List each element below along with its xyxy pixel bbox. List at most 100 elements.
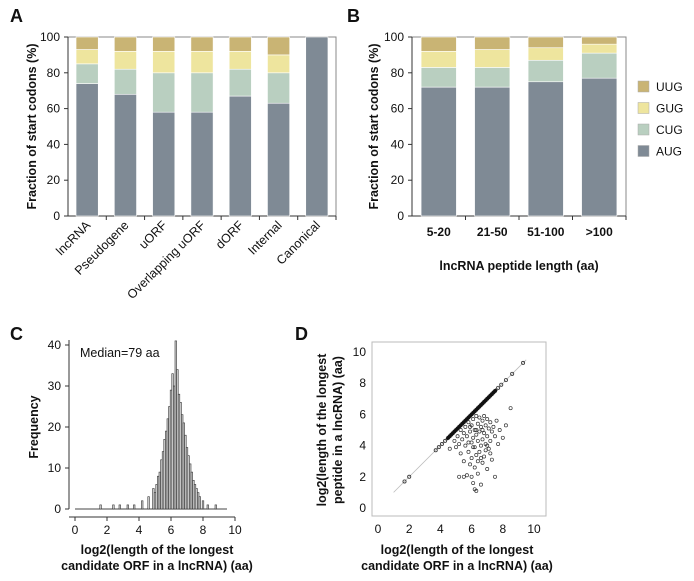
scatter-point: [474, 428, 479, 432]
bar-segment-uug: [152, 36, 176, 52]
legend-swatch-gug: [637, 102, 650, 114]
bar-segment-aug: [420, 86, 457, 217]
scatter-point: [479, 456, 483, 461]
legend-label: CUG: [656, 123, 683, 137]
legend-swatch-cug: [637, 123, 650, 136]
plot-frame: [371, 341, 547, 517]
x-tick-label: 0: [72, 523, 79, 537]
x-tick-label: 2: [104, 523, 111, 537]
scatter-point: [455, 434, 460, 439]
scatter-point: [485, 443, 490, 448]
bar-segment-gug: [114, 51, 137, 70]
scatter-point: [472, 487, 477, 492]
bar-segment-gug: [190, 51, 214, 74]
scatter-point: [489, 457, 494, 462]
y-tick-label: 60: [47, 102, 61, 116]
panel-label: C: [10, 324, 23, 344]
x-tick-label: 10: [228, 523, 242, 537]
dense-diagonal-band: [445, 388, 498, 441]
scatter-point: [452, 438, 457, 443]
scatter-point: [471, 435, 476, 440]
scatter-point: [486, 446, 491, 451]
y-tick-label: 80: [47, 66, 61, 80]
y-axis-label-line1: log2(length of the longest: [315, 353, 329, 507]
scatter-point: [477, 429, 482, 434]
x-tick-label: 8: [499, 522, 506, 536]
histogram-bin: [201, 500, 205, 510]
x-tick-label: 8: [200, 523, 207, 537]
bar-segment-aug: [267, 102, 290, 217]
scatter-point: [468, 424, 472, 429]
bar-segment-gug: [267, 54, 290, 74]
scatter-point: [471, 445, 476, 450]
y-tick-label: 20: [47, 173, 61, 187]
bar-segment-cug: [114, 68, 137, 95]
y-tick-label: 40: [47, 137, 61, 151]
scatter-point: [477, 415, 482, 420]
bar-segment-cug: [228, 68, 252, 97]
scatter-point: [480, 460, 485, 465]
bar-segment-aug: [75, 83, 99, 217]
x-axis-label: lncRNA peptide length (aa): [439, 259, 598, 273]
scatter-point: [510, 371, 515, 376]
bar-segment-uug: [527, 36, 564, 49]
scatter-point: [486, 426, 491, 431]
scatter-point: [454, 445, 458, 450]
x-axis-label-line1: log2(length of the longest: [381, 543, 535, 557]
panel-c: C 0 10 20 30 40 0 2 4 6 8 10 Median=79 aa Frequency lo…: [10, 324, 253, 573]
x-tick-label: 4: [136, 523, 143, 537]
histogram-bin: [112, 504, 115, 510]
x-axis-label-line2: candidate ORF in a lncRNA) (aa): [61, 559, 253, 573]
x-tick-label: 10: [527, 522, 541, 536]
scatter-point: [439, 442, 444, 447]
histogram-bin: [126, 504, 129, 510]
x-tick-label: 51-100: [527, 225, 565, 239]
legend-swatch-aug: [637, 145, 650, 157]
y-tick-label: 20: [48, 420, 62, 434]
bar-segment-uug: [420, 36, 457, 52]
scatter-point: [485, 434, 490, 439]
bar-segment-aug: [228, 95, 252, 217]
scatter-point: [472, 428, 477, 432]
scatter-point: [443, 438, 448, 443]
bar-segment-gug: [527, 47, 564, 61]
y-axis-label: Fraction of start codons (%): [367, 44, 381, 210]
scatter-point: [479, 443, 483, 448]
x-tick-label: 21-50: [477, 225, 508, 239]
scatter-point: [491, 424, 496, 429]
y-tick-label: 80: [391, 66, 405, 80]
y-tick-label: 4: [359, 439, 366, 453]
scatter-point: [503, 378, 508, 383]
scatter-point: [471, 481, 476, 485]
scatter-point: [471, 417, 476, 422]
scatter-point: [474, 414, 479, 418]
scatter-point: [475, 459, 480, 464]
scatter-point: [489, 429, 494, 434]
histogram-bin: [99, 504, 102, 510]
scatter-point: [485, 467, 490, 471]
scatter-point: [433, 448, 438, 453]
scatter-point: [466, 420, 471, 425]
scatter-point: [469, 456, 474, 461]
legend-label: GUG: [656, 102, 683, 116]
scatter-point: [485, 417, 490, 422]
scatter-point: [482, 414, 487, 418]
panel-d: D 0 2 4 6 8 10 0 2 4 6 8 10 log2(length of the longes…: [295, 324, 553, 573]
scatter-point: [500, 435, 505, 440]
bar-segment-cug: [420, 67, 457, 88]
scatter-point: [464, 473, 469, 478]
bar-segment-aug: [190, 111, 214, 217]
scatter-point: [494, 418, 499, 423]
histogram-bin: [141, 500, 144, 510]
bar-segment-aug: [474, 86, 511, 217]
panel-label: D: [295, 324, 308, 344]
y-tick-label: 10: [353, 345, 367, 359]
bar-segment-cug: [581, 52, 618, 79]
y-tick-label: 0: [53, 209, 60, 223]
histogram-bin: [206, 504, 209, 510]
scatter-point: [466, 440, 471, 445]
scatter-point: [457, 442, 462, 446]
